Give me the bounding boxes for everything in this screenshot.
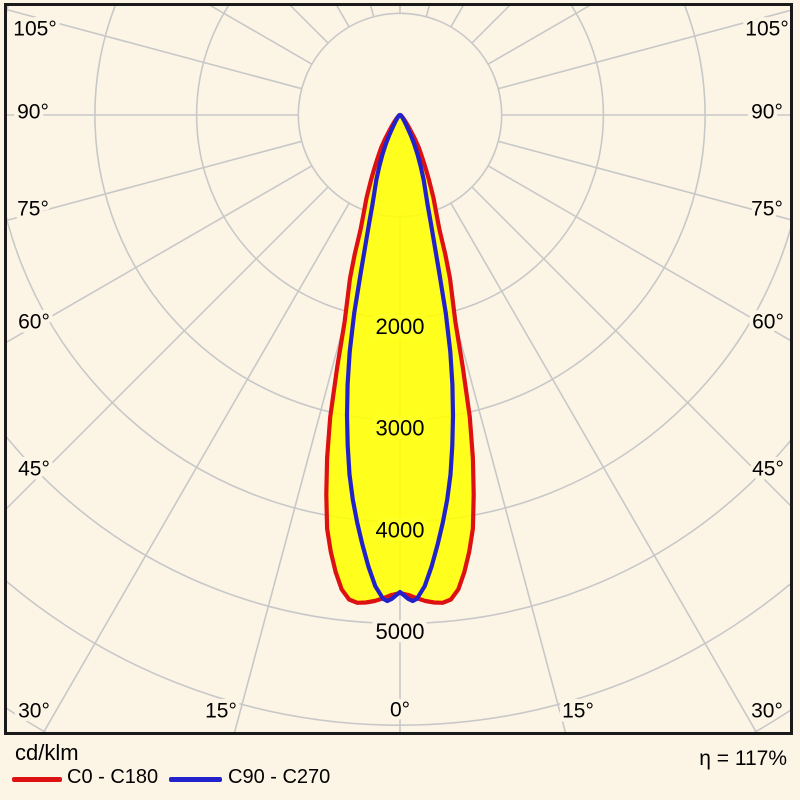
grid-spoke-75	[498, 140, 790, 221]
grid-spoke-45	[471, 186, 790, 507]
angle-tick-45°: 45°	[18, 458, 50, 481]
radial-tick-4000: 4000	[376, 517, 425, 542]
grid-spoke-60	[487, 165, 790, 342]
angle-tick-0°: 0°	[390, 699, 410, 722]
angle-tick-90°: 90°	[17, 101, 49, 124]
grid-spoke-105	[498, 9, 790, 90]
angle-tick-75°: 75°	[17, 198, 49, 221]
polar-chart-container: 2000 3000 4000 5000 105° 90° 75° 60° 45° 30° 15° 0°…	[4, 3, 793, 735]
beam-fill	[326, 115, 474, 603]
legend-label-c0-c180: C0 - C180	[67, 766, 159, 788]
angle-tick-60°: 60°	[752, 311, 784, 334]
legend-label-c90-c270: C90 - C270	[228, 766, 331, 788]
grid-spoke-345	[233, 213, 375, 732]
plot-border	[4, 3, 793, 735]
grid-spoke-165	[425, 6, 431, 17]
curve-C90-C270	[344, 112, 456, 604]
grid-spoke-255	[7, 8, 302, 90]
angle-tick-75°: 75°	[751, 198, 783, 221]
grid-spoke-15	[425, 213, 567, 732]
angle-tick-45°: 45°	[752, 458, 784, 481]
grid-spoke-195	[369, 6, 375, 17]
angle-tick-30°: 30°	[18, 700, 50, 723]
angle-tick-15°: 15°	[205, 700, 237, 723]
grid-spoke-30	[450, 202, 758, 732]
units-label: cd/klm	[15, 740, 79, 765]
radial-tick-3000: 3000	[376, 416, 425, 441]
grid-spoke-330	[42, 202, 350, 732]
legend-line-c0-c180	[12, 777, 62, 782]
angle-tick-15°: 15°	[562, 700, 594, 723]
grid-spoke-300	[7, 165, 313, 343]
radial-tick-2000: 2000	[376, 314, 425, 339]
angle-tick-105°: 105°	[745, 18, 788, 41]
legend-line-c90-c270	[169, 777, 222, 782]
polar-chart: 2000 3000 4000 5000 105° 90° 75° 60° 45° 30° 15° 0°…	[4, 3, 793, 735]
angle-tick-90°: 90°	[751, 101, 783, 124]
grid-spoke-285	[7, 140, 302, 222]
angle-tick-105°: 105°	[13, 18, 56, 41]
radial-tick-5000: 5000	[376, 619, 425, 644]
angle-tick-30°: 30°	[751, 700, 783, 723]
grid-spoke-315	[7, 186, 329, 510]
efficiency-label: η = 117%	[699, 747, 787, 770]
angle-tick-60°: 60°	[18, 311, 50, 334]
